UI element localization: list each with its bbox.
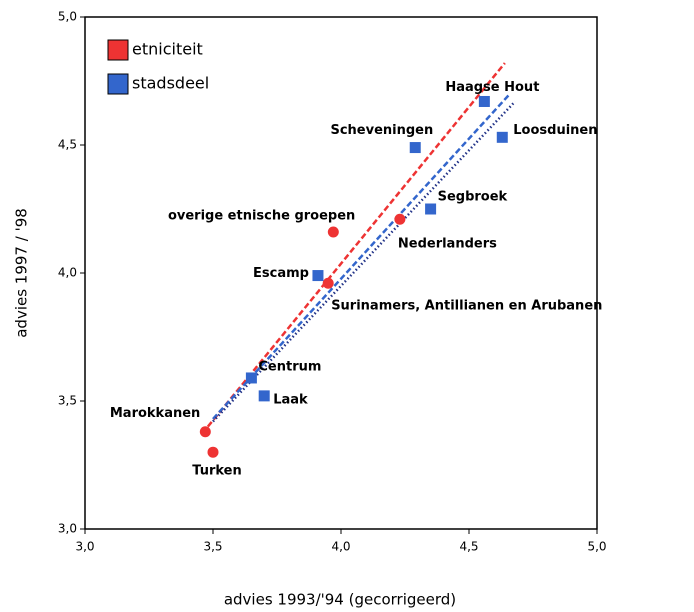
point xyxy=(199,426,211,438)
point-label: Turken xyxy=(192,464,241,479)
x-tick-label: 3,0 xyxy=(75,540,94,554)
legend-swatch xyxy=(107,73,129,95)
point-label: overige etnische groepen xyxy=(168,209,355,224)
point xyxy=(425,203,437,215)
point-label: Marokkanen xyxy=(110,406,200,421)
point-label: Haagse Hout xyxy=(445,80,539,95)
y-tick-label: 4,5 xyxy=(58,138,77,152)
y-axis-title: advies 1997 / '98 xyxy=(13,208,31,338)
point-label: Scheveningen xyxy=(330,123,433,138)
x-axis-title: advies 1993/'94 (gecorrigeerd) xyxy=(224,591,456,609)
point xyxy=(245,372,257,384)
x-tick-label: 3,5 xyxy=(203,540,222,554)
point xyxy=(496,131,508,143)
point-label: Segbroek xyxy=(438,190,508,205)
point-label: Loosduinen xyxy=(513,123,597,138)
point xyxy=(207,446,219,458)
trend-line xyxy=(212,100,516,423)
point xyxy=(394,213,406,225)
x-tick-label: 5,0 xyxy=(587,540,606,554)
point-label: Centrum xyxy=(258,359,321,374)
point-label: Laak xyxy=(273,392,308,407)
legend-label: stadsdeel xyxy=(132,74,209,93)
point xyxy=(258,390,270,402)
point xyxy=(327,226,339,238)
point-label: Surinamers, Antillianen en Arubanen xyxy=(331,299,602,314)
x-tick-label: 4,5 xyxy=(459,540,478,554)
y-tick-label: 3,0 xyxy=(58,522,77,536)
trend-line xyxy=(206,62,506,428)
point-label: Nederlanders xyxy=(398,237,497,252)
legend-swatch xyxy=(107,39,129,61)
point xyxy=(322,277,334,289)
legend-label: etniciteit xyxy=(132,40,203,59)
y-tick-label: 4,0 xyxy=(58,266,77,280)
point xyxy=(478,95,490,107)
point-label: Escamp xyxy=(253,266,309,281)
y-tick-label: 3,5 xyxy=(58,394,77,408)
trend-line xyxy=(212,92,511,420)
y-tick-label: 5,0 xyxy=(58,10,77,24)
x-tick-label: 4,0 xyxy=(331,540,350,554)
point xyxy=(312,270,324,282)
point xyxy=(409,142,421,154)
